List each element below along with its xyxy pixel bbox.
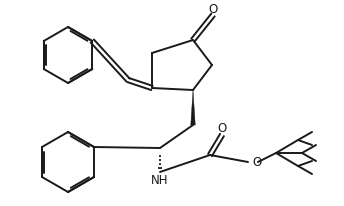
Text: O: O [252, 156, 261, 169]
Text: NH: NH [151, 173, 169, 186]
Text: O: O [208, 2, 218, 15]
Text: O: O [217, 122, 227, 135]
Polygon shape [191, 90, 195, 125]
